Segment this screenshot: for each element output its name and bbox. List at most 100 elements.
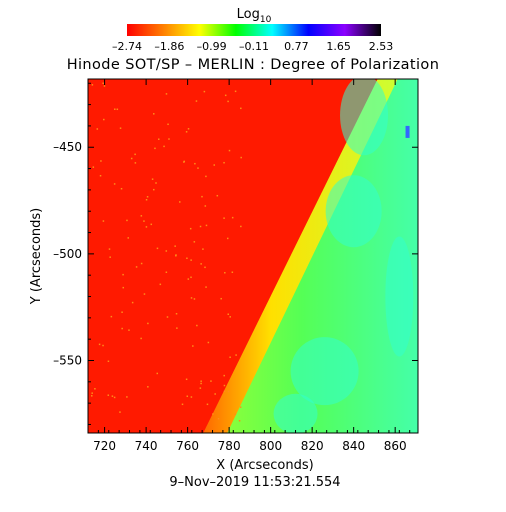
speckle: [135, 266, 138, 268]
speckle: [200, 380, 202, 382]
colorbar: [127, 24, 381, 36]
speckle: [227, 313, 230, 316]
speckle: [185, 378, 188, 381]
speckle: [227, 390, 230, 393]
speckle: [91, 84, 94, 86]
speckle: [159, 283, 162, 286]
timestamp: 9–Nov–2019 11:53:21.554: [169, 475, 340, 490]
speckle: [199, 225, 202, 228]
polarization-map: [88, 79, 418, 433]
cyan-patch: [273, 393, 318, 433]
speckle: [223, 384, 226, 387]
speckle: [147, 322, 149, 325]
speckle: [199, 387, 202, 389]
speckle: [156, 372, 159, 375]
speckle: [223, 390, 226, 393]
speckle: [103, 118, 105, 121]
speckle: [143, 220, 145, 222]
speckle: [168, 138, 170, 140]
speckle: [107, 360, 110, 363]
speckle: [203, 90, 206, 93]
speckle: [166, 316, 169, 318]
speckle: [206, 403, 209, 406]
colorbar-tick-label: –0.11: [239, 40, 269, 53]
speckle: [200, 263, 202, 265]
speckle: [210, 380, 212, 382]
speckle: [121, 327, 123, 330]
speckle: [183, 160, 186, 163]
speckle: [205, 286, 207, 288]
speckle: [224, 271, 226, 274]
chart-title: Hinode SOT/SP – MERLIN : Degree of Polar…: [67, 57, 440, 73]
speckle: [100, 160, 102, 162]
speckle: [113, 396, 116, 399]
speckle: [181, 403, 184, 406]
speckle: [102, 220, 105, 222]
speckle: [102, 82, 104, 85]
speckle: [194, 162, 196, 165]
y-axis-label: Y (Arcseconds): [29, 208, 44, 305]
speckle: [187, 128, 190, 130]
speckle: [175, 312, 178, 315]
speckle: [238, 420, 241, 422]
speckle: [126, 219, 128, 222]
x-tick-label: 840: [342, 439, 365, 453]
speckle: [229, 316, 231, 318]
speckle: [155, 182, 157, 184]
speckle: [145, 226, 148, 228]
speckle: [111, 395, 114, 397]
speckle: [204, 205, 207, 207]
cyan-patch: [385, 236, 414, 357]
speckle: [165, 271, 168, 274]
speckle: [239, 406, 242, 408]
speckle: [205, 224, 208, 227]
speckle: [145, 199, 148, 201]
speckle: [200, 382, 202, 385]
speckle: [109, 256, 111, 258]
speckle: [91, 392, 93, 394]
x-tick-label: 780: [218, 439, 241, 453]
x-tick-label: 800: [259, 439, 282, 453]
colorbar-tick-label: –1.86: [154, 40, 184, 53]
speckle: [107, 394, 110, 396]
speckle: [174, 245, 176, 247]
speckle: [190, 297, 193, 299]
speckle: [96, 128, 99, 130]
y-axis: –450 –500 –550: [53, 82, 418, 425]
speckle: [131, 301, 134, 304]
cyan-patch: [340, 79, 389, 156]
speckle: [187, 278, 190, 280]
speckle: [204, 266, 206, 269]
speckle: [113, 183, 116, 185]
speckle: [202, 248, 204, 250]
speckle: [234, 90, 237, 93]
y-tick-label: –450: [53, 140, 82, 154]
speckle: [193, 241, 196, 243]
boundary-band: [203, 79, 398, 433]
speckle: [224, 94, 227, 97]
speckle: [193, 298, 196, 300]
plot-frame: [87, 78, 419, 434]
x-tick-label: 740: [135, 439, 158, 453]
speckle: [126, 396, 128, 398]
speckle: [231, 216, 234, 219]
speckle: [134, 153, 136, 156]
speckle: [240, 225, 242, 228]
speckle: [120, 187, 123, 190]
map-texture: [91, 79, 414, 433]
speckle: [201, 195, 203, 198]
y-tick-label: –500: [53, 247, 82, 261]
x-tick-label: 720: [93, 439, 116, 453]
speckle: [158, 138, 160, 140]
speckle: [94, 388, 96, 390]
speckle: [192, 345, 194, 347]
speckle: [216, 194, 219, 197]
speckle: [214, 393, 216, 395]
speckle: [240, 107, 242, 110]
speckle: [140, 262, 143, 265]
speckle: [227, 100, 229, 103]
speckle: [175, 254, 177, 256]
speckle: [92, 166, 95, 168]
speckle: [143, 293, 146, 295]
